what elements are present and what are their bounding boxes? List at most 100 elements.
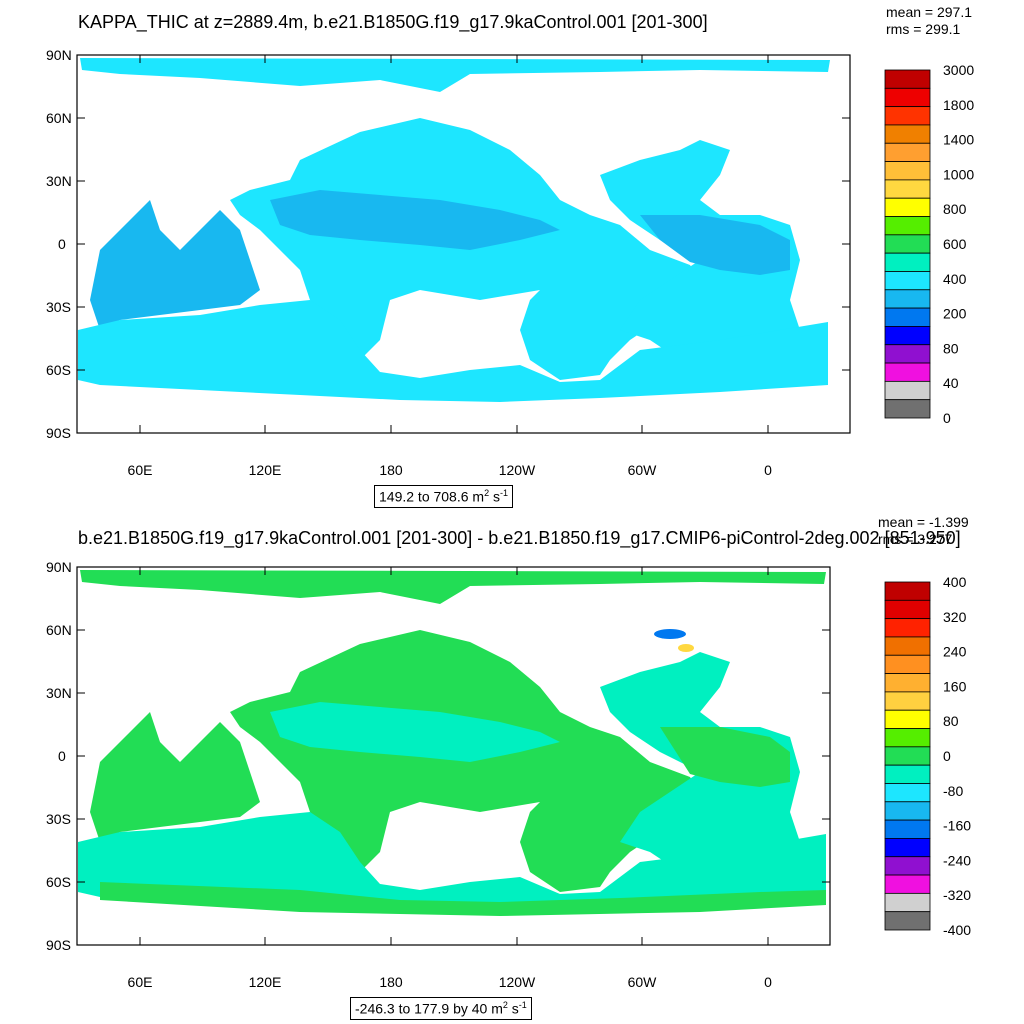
lat-label: 90S <box>46 425 71 441</box>
lat-label: 90S <box>46 937 71 953</box>
lat-label: 30N <box>46 685 72 701</box>
colorbar-swatch <box>884 673 931 693</box>
colorbar-swatch <box>884 216 931 236</box>
lon-label: 180 <box>379 974 403 990</box>
lat-label: 60S <box>46 362 71 378</box>
lat-label: 0 <box>58 748 66 764</box>
colorbar-swatch <box>884 362 931 382</box>
lon-label: 60E <box>128 462 153 478</box>
colorbar-label: 160 <box>943 678 967 694</box>
lon-label: 60W <box>628 462 658 478</box>
colorbar-label: 800 <box>943 201 967 217</box>
panel-2-rms: rms = 3.277 <box>878 531 953 547</box>
lat-label: 0 <box>58 236 66 252</box>
colorbar-swatch <box>884 728 931 748</box>
colorbar-label: 40 <box>943 375 959 391</box>
colorbar-swatch <box>884 764 931 784</box>
colorbar-swatch <box>884 581 931 601</box>
units-s: s <box>489 488 500 505</box>
lon-label: 0 <box>764 974 772 990</box>
colorbar-swatch <box>884 124 931 144</box>
colorbar-swatch <box>884 636 931 656</box>
lat-label: 30S <box>46 811 71 827</box>
colorbar-swatch <box>884 911 931 931</box>
colorbar-label: -80 <box>943 783 963 799</box>
lat-label: 60N <box>46 110 72 126</box>
units-exp: 2 <box>502 1000 508 1010</box>
units-exp: -1 <box>518 1000 527 1010</box>
colorbar-label: 1400 <box>943 132 974 148</box>
lon-label: 120W <box>499 462 536 478</box>
map-panel-1: 90N 60N 30N 0 30S 60S 90S 60E 120E 180 1… <box>46 47 974 478</box>
panel-1-rms: rms = 299.1 <box>886 21 961 37</box>
colorbar-label: 1000 <box>943 166 974 182</box>
colorbar-swatch <box>884 783 931 803</box>
colorbar-swatch <box>884 380 931 401</box>
colorbar-swatch <box>884 142 931 162</box>
colorbar-label: 400 <box>943 574 967 590</box>
colorbar-swatch <box>884 234 931 254</box>
units-s: s <box>507 1000 519 1017</box>
colorbar-label: 400 <box>943 271 967 287</box>
colorbar-swatch <box>884 399 931 419</box>
colorbar-swatch <box>884 69 931 89</box>
lon-label: 180 <box>379 462 403 478</box>
colorbar-swatch <box>884 599 931 620</box>
colorbar-label: 200 <box>943 306 967 322</box>
colorbar-label: 80 <box>943 340 959 356</box>
colorbar-label: 1800 <box>943 97 974 113</box>
lon-labels-1: 60E 120E 180 120W 60W 0 <box>128 462 773 478</box>
colorbar-swatch <box>884 801 931 821</box>
colorbar-label: 240 <box>943 644 967 660</box>
lon-label: 60E <box>128 974 153 990</box>
colorbar-swatch <box>884 874 931 894</box>
colorbar-swatch <box>884 326 931 346</box>
colorbar-label: 80 <box>943 713 959 729</box>
colorbar-swatch <box>884 691 931 711</box>
lat-label: 90N <box>46 47 72 63</box>
colorbar-swatch <box>884 106 931 126</box>
axis-ticks-2 <box>77 567 830 945</box>
colorbar-swatch <box>884 87 931 108</box>
colorbar-swatch <box>884 654 931 674</box>
lat-label: 60S <box>46 874 71 890</box>
ocean-field-1 <box>78 58 830 402</box>
colorbar-label: -240 <box>943 852 971 868</box>
colorbar-swatch <box>884 197 931 217</box>
colorbar-swatch <box>884 252 931 272</box>
lon-label: 0 <box>764 462 772 478</box>
colorbar-swatch <box>884 838 931 858</box>
colorbar-swatch <box>884 271 931 291</box>
colorbar-label: -400 <box>943 922 971 938</box>
lat-label: 30S <box>46 299 71 315</box>
panel-2-mean: mean = -1.399 <box>878 514 969 530</box>
colorbar-2: 400 320 240 160 80 0 -80 -160 -240 -320 -400 <box>884 574 971 938</box>
lat-labels-1: 90N 60N 30N 0 30S 60S 90S <box>46 47 72 441</box>
colorbar-label: 0 <box>943 410 951 426</box>
axis-ticks-1 <box>77 55 850 433</box>
colorbar-label: -320 <box>943 887 971 903</box>
units-exp: -1 <box>500 488 509 498</box>
lon-label: 60W <box>628 974 658 990</box>
colorbar-label: 3000 <box>943 62 974 78</box>
colorbar-swatch <box>884 892 931 913</box>
lon-label: 120E <box>249 462 282 478</box>
colorbar-label: 0 <box>943 748 951 764</box>
panel-2-title: b.e21.B1850G.f19_g17.9kaControl.001 [201… <box>78 528 961 548</box>
panel-1-title: KAPPA_THIC at z=2889.4m, b.e21.B1850G.f1… <box>78 12 708 32</box>
ocean-field-2 <box>78 570 826 916</box>
colorbar-swatch <box>884 307 931 327</box>
units-text: m <box>472 488 485 505</box>
lat-label: 60N <box>46 622 72 638</box>
colorbar-swatch <box>884 289 931 309</box>
map-panel-2: 90N 60N 30N 0 30S 60S 90S 60E 120E 180 1… <box>46 559 971 990</box>
lon-labels-2: 60E 120E 180 120W 60W 0 <box>128 974 773 990</box>
colorbar-swatch <box>884 618 931 638</box>
range-text: 149.2 to 708.6 <box>379 488 469 505</box>
lat-label: 90N <box>46 559 72 575</box>
colorbar-swatch <box>884 709 931 729</box>
panel-1-range-box: 149.2 to 708.6 m2 s-1 <box>374 485 514 508</box>
lat-label: 30N <box>46 173 72 189</box>
